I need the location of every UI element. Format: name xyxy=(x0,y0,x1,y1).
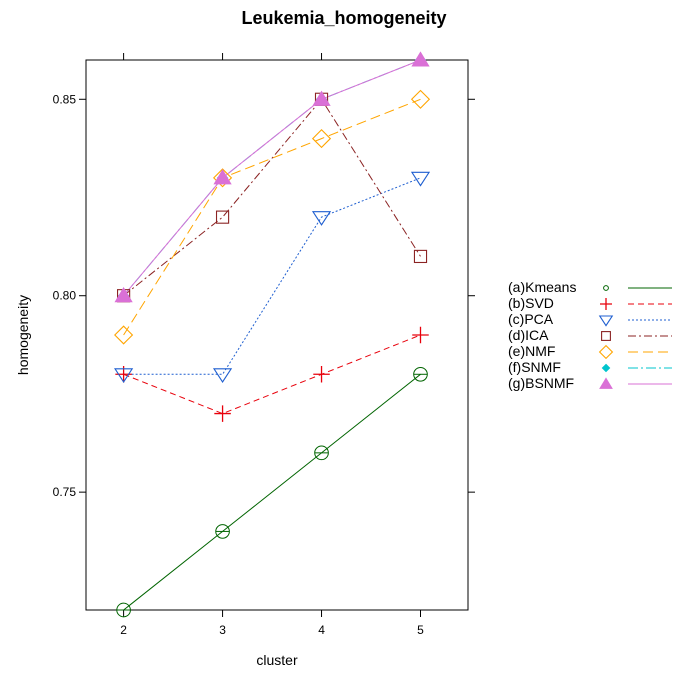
y-tick-label: 0.85 xyxy=(53,92,77,106)
point-marker-svd xyxy=(313,366,330,383)
legend-item-pca: (c)PCA xyxy=(508,311,672,327)
point-marker-bsnmf xyxy=(312,90,331,106)
data-point-bsnmf xyxy=(411,51,430,67)
legend-marker-shape xyxy=(598,315,614,327)
legend-marker-ica xyxy=(601,331,611,341)
data-point-bsnmf xyxy=(213,169,232,185)
legend-item-ica: (d)ICA xyxy=(508,327,672,343)
data-point-nmf xyxy=(410,89,431,109)
x-tick-label: 4 xyxy=(318,623,325,637)
legend-marker-shape xyxy=(600,298,612,310)
point-marker-bsnmf xyxy=(114,287,133,303)
point-marker-bsnmf xyxy=(213,169,232,185)
point-marker-nmf xyxy=(114,325,134,345)
axis-ticks: 2 3 4 5 0.75 0.80 0.85 xyxy=(53,53,475,637)
legend-label: (b)SVD xyxy=(508,295,554,311)
plot-markers xyxy=(114,51,431,618)
legend-label: (f)SNMF xyxy=(508,359,561,375)
data-point-kmeans xyxy=(314,445,329,461)
data-point-pca xyxy=(114,368,134,383)
y-tick-label: 0.80 xyxy=(53,289,77,303)
legend-marker-shape xyxy=(601,363,611,373)
legend-label: (a)Kmeans xyxy=(508,279,576,295)
data-point-kmeans xyxy=(413,366,428,382)
point-marker-pca xyxy=(114,368,134,383)
series-line-ica xyxy=(123,98,421,297)
chart-title: Leukemia_homogeneity xyxy=(241,8,446,28)
point-marker-pca xyxy=(212,368,233,383)
data-point-bsnmf xyxy=(312,90,331,106)
data-point-svd xyxy=(313,366,330,383)
series-line-nmf xyxy=(123,98,421,336)
data-point-ica xyxy=(215,210,230,224)
plot-lines xyxy=(123,60,421,610)
legend-label: (d)ICA xyxy=(508,327,549,343)
x-tick-label: 5 xyxy=(417,623,424,637)
y-axis-label: homogeneity xyxy=(15,295,31,375)
legend-label: (c)PCA xyxy=(508,311,554,327)
legend-item-bsnmf: (g)BSNMF xyxy=(508,375,672,391)
legend-marker-shape xyxy=(601,331,611,341)
data-point-nmf xyxy=(311,128,332,149)
legend-marker-kmeans xyxy=(603,285,609,291)
point-marker-svd xyxy=(412,326,429,344)
point-marker-ica xyxy=(413,249,428,264)
data-point-svd xyxy=(214,405,231,422)
point-marker-pca xyxy=(311,211,332,226)
data-point-svd xyxy=(412,326,429,344)
point-marker-svd xyxy=(214,405,231,422)
legend-marker-bsnmf xyxy=(599,377,613,389)
legend-marker-shape xyxy=(599,377,613,389)
legend-marker-pca xyxy=(598,315,614,327)
point-marker-pca xyxy=(410,171,431,187)
data-point-kmeans xyxy=(116,602,131,618)
x-axis-label: cluster xyxy=(256,652,298,668)
legend-label: (g)BSNMF xyxy=(508,375,574,391)
x-tick-label: 3 xyxy=(219,623,226,637)
legend-item-kmeans: (a)Kmeans xyxy=(508,279,672,295)
legend-marker-shape xyxy=(598,344,614,360)
series-line-kmeans xyxy=(123,373,421,610)
legend-marker-nmf xyxy=(598,344,614,360)
data-point-nmf xyxy=(114,325,134,345)
data-point-pca xyxy=(212,368,233,383)
legend-marker-snmf xyxy=(601,363,611,373)
data-point-kmeans xyxy=(215,524,230,539)
legend-label: (e)NMF xyxy=(508,343,555,359)
y-tick-label: 0.75 xyxy=(53,485,77,499)
data-point-pca xyxy=(311,211,332,226)
point-marker-ica xyxy=(215,210,230,224)
point-marker-nmf xyxy=(212,168,233,188)
legend-marker-svd xyxy=(600,298,612,310)
plot-frame xyxy=(85,59,469,611)
legend: (a)Kmeans(b)SVD(c)PCA(d)ICA(e)NMF(f)SNMF… xyxy=(508,279,672,391)
series-line-snmf xyxy=(123,60,421,297)
point-marker-nmf xyxy=(410,89,431,109)
series-line-svd xyxy=(123,334,421,415)
legend-marker-shape xyxy=(603,285,609,291)
legend-item-snmf: (f)SNMF xyxy=(508,359,672,375)
data-point-bsnmf xyxy=(114,287,133,303)
point-marker-bsnmf xyxy=(411,51,430,67)
legend-item-nmf: (e)NMF xyxy=(508,343,672,360)
data-point-ica xyxy=(413,249,428,264)
data-point-pca xyxy=(410,171,431,187)
series-line-pca xyxy=(123,177,421,375)
data-point-nmf xyxy=(212,168,233,188)
series-line-bsnmf xyxy=(123,60,421,297)
x-tick-label: 2 xyxy=(120,623,127,637)
point-marker-nmf xyxy=(311,128,332,149)
legend-item-svd: (b)SVD xyxy=(508,295,672,311)
